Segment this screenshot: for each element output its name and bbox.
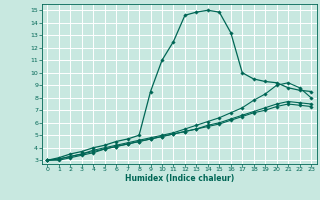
X-axis label: Humidex (Indice chaleur): Humidex (Indice chaleur) [124,174,234,183]
